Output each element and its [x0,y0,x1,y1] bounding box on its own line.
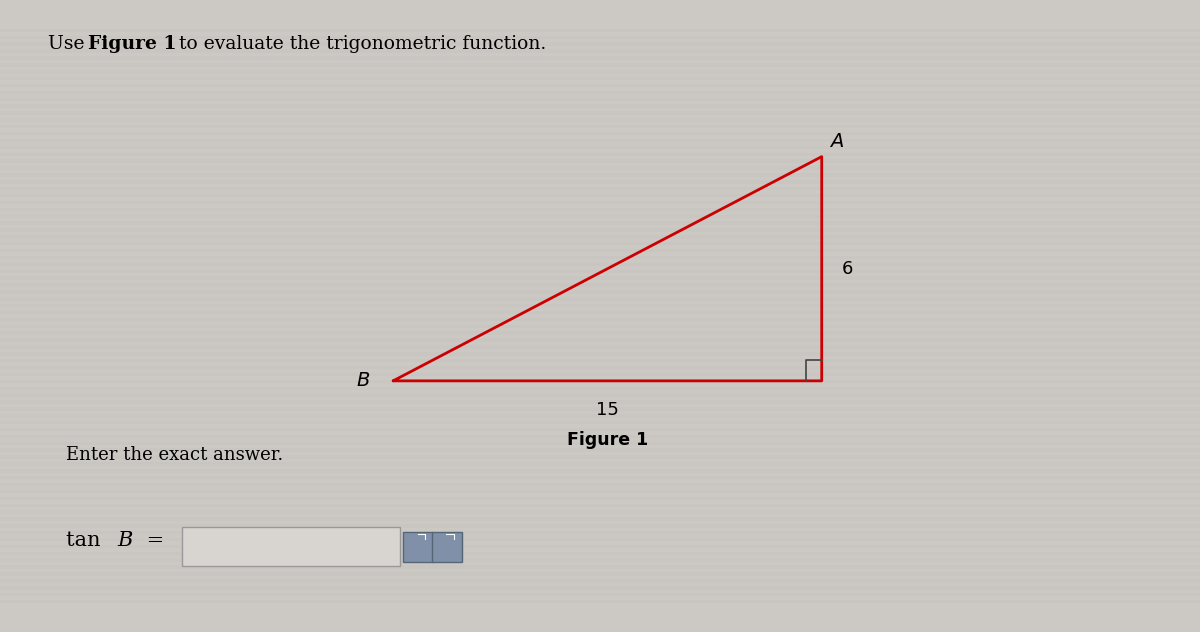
Bar [0,283,1200,287]
Bar [0,118,1200,121]
Bar [0,318,1200,321]
Bar [0,132,1200,135]
Text: Figure 1: Figure 1 [566,431,648,449]
Bar [0,490,1200,493]
Bar [0,407,1200,411]
Bar [0,242,1200,245]
Bar [0,221,1200,225]
Bar [0,84,1200,87]
Bar [0,208,1200,211]
Bar [0,311,1200,314]
Bar [0,366,1200,369]
Bar [0,387,1200,390]
Bar [0,593,1200,597]
Bar [0,152,1200,156]
Bar [0,228,1200,232]
Bar [0,552,1200,555]
Bar [0,345,1200,349]
Bar [0,373,1200,376]
Bar [0,256,1200,259]
Bar [0,276,1200,280]
Bar [0,497,1200,500]
Bar [0,538,1200,542]
Bar [0,476,1200,480]
Bar [0,180,1200,183]
Bar [0,111,1200,115]
Bar [0,393,1200,397]
Bar [0,77,1200,80]
Text: Figure 1: Figure 1 [88,35,176,52]
Text: Use: Use [48,35,90,52]
Bar [0,579,1200,583]
Bar [0,545,1200,548]
Bar [0,455,1200,459]
Bar [0,201,1200,204]
Text: A: A [830,132,844,151]
Bar [0,400,1200,404]
Bar [0,559,1200,562]
Bar [0,139,1200,142]
Bar [0,600,1200,604]
FancyBboxPatch shape [432,532,462,562]
Text: 6: 6 [841,260,853,277]
Bar [0,304,1200,307]
Bar [0,462,1200,466]
Bar [0,90,1200,94]
Bar [0,586,1200,590]
Bar [0,159,1200,163]
Bar [0,435,1200,438]
Text: =: = [140,531,164,550]
Text: tan: tan [66,531,104,550]
Bar [0,56,1200,59]
Bar [0,70,1200,73]
Bar [0,517,1200,521]
Bar [0,483,1200,486]
Bar [0,187,1200,190]
Bar [0,442,1200,445]
Bar [0,146,1200,149]
Bar [0,331,1200,335]
Bar [0,421,1200,424]
Bar [0,173,1200,177]
Bar [0,104,1200,108]
Bar [0,325,1200,328]
Bar [0,63,1200,66]
Bar [0,249,1200,252]
Bar [0,290,1200,294]
Bar [0,428,1200,431]
Bar [0,566,1200,569]
Text: B: B [118,531,133,550]
Bar [0,297,1200,301]
Text: to evaluate the trigonometric function.: to evaluate the trigonometric function. [173,35,546,52]
Bar [0,380,1200,383]
Text: B: B [356,372,371,391]
Bar [0,166,1200,170]
Text: 15: 15 [596,401,619,420]
Bar [0,263,1200,266]
Bar [0,414,1200,418]
Bar [0,352,1200,356]
Bar [0,469,1200,473]
Bar [0,531,1200,535]
Bar [0,511,1200,514]
Bar [0,504,1200,507]
Bar [0,125,1200,128]
Bar [0,35,1200,39]
Bar [0,214,1200,218]
Bar [0,49,1200,53]
Bar [0,573,1200,576]
Bar [0,97,1200,101]
Bar [0,338,1200,342]
FancyBboxPatch shape [182,527,400,566]
Bar [0,270,1200,273]
Bar [0,524,1200,528]
Bar [0,449,1200,452]
Bar [0,359,1200,362]
Bar [0,235,1200,239]
Bar [0,42,1200,46]
FancyBboxPatch shape [403,532,433,562]
Bar [0,194,1200,197]
Text: Enter the exact answer.: Enter the exact answer. [66,446,283,463]
Bar [0,28,1200,32]
